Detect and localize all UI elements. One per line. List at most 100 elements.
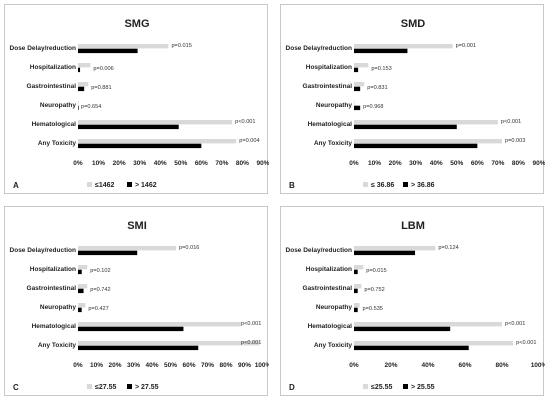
p-value-label: p=0.535 bbox=[363, 306, 383, 312]
bar-36-86-neuropathy bbox=[354, 101, 355, 106]
x-tick-label: 30% bbox=[133, 160, 146, 167]
chart-svg-smi: SMI Dose Delay/reduction p=0.016 Hospitaliz… bbox=[10, 220, 269, 392]
category-label-gastrointestinal: Gastrointestinal bbox=[27, 285, 77, 292]
category-label-hospitalization: Hospitalization bbox=[306, 64, 352, 71]
x-tick-label: 60% bbox=[195, 160, 208, 167]
p-value-label: p=0.015 bbox=[171, 43, 191, 49]
x-tick-label: 40% bbox=[145, 362, 158, 369]
p-value-label: p<0.001 bbox=[505, 321, 525, 327]
legend-label-high: > 27.55 bbox=[135, 384, 159, 391]
bar-1462-any-toxicity bbox=[78, 143, 202, 149]
p-value-label: p<0.001 bbox=[235, 119, 255, 125]
x-tick-label: 60% bbox=[458, 362, 471, 369]
bar-27-55-gastrointestinal bbox=[78, 288, 84, 294]
legend-label-high: > 36.86 bbox=[411, 182, 435, 189]
x-tick-label: 90% bbox=[238, 362, 251, 369]
bar-1462-hospitalization bbox=[78, 67, 81, 73]
x-tick-label: 20% bbox=[108, 362, 121, 369]
legend-label-high: > 25.55 bbox=[411, 384, 435, 391]
x-tick-label: 100% bbox=[255, 362, 269, 369]
x-tick-label: 70% bbox=[201, 362, 214, 369]
bar-36-86-dose-delay-reduction bbox=[354, 48, 408, 54]
bar-27-55-hematological bbox=[78, 326, 184, 332]
p-value-label: p=0.153 bbox=[371, 66, 391, 72]
bar-27-55-hospitalization bbox=[78, 269, 82, 275]
x-tick-label: 60% bbox=[471, 160, 484, 167]
panel-letter: A bbox=[13, 181, 19, 190]
x-tick-label: 50% bbox=[450, 160, 463, 167]
chart-title: SMD bbox=[401, 18, 426, 30]
panel-letter: C bbox=[13, 383, 19, 392]
chart-panel-lbm: LBM Dose Delay/reduction p=0.124 Hospitaliz… bbox=[280, 206, 545, 396]
x-tick-label: 40% bbox=[421, 362, 434, 369]
x-tick-label: 80% bbox=[512, 160, 525, 167]
bar-36-86-neuropathy bbox=[354, 105, 361, 111]
bar-36-86-gastrointestinal bbox=[354, 86, 361, 92]
bar-27-55-hospitalization bbox=[78, 265, 88, 270]
bar-25-55-neuropathy bbox=[354, 307, 358, 313]
p-value-label: p=0.881 bbox=[91, 85, 111, 91]
category-label-gastrointestinal: Gastrointestinal bbox=[303, 83, 353, 90]
x-tick-label: 0% bbox=[349, 362, 359, 369]
bar-36-86-dose-delay-reduction bbox=[354, 44, 453, 49]
bar-25-55-hematological bbox=[354, 322, 502, 327]
p-value-label: p=0.001 bbox=[456, 43, 476, 49]
bar-25-55-any-toxicity bbox=[354, 341, 514, 346]
category-label-hospitalization: Hospitalization bbox=[306, 266, 352, 273]
category-label-neuropathy: Neuropathy bbox=[316, 102, 353, 109]
p-value-label: p=0.831 bbox=[367, 85, 387, 91]
x-tick-label: 100% bbox=[531, 362, 545, 369]
p-value-label: p<0.001 bbox=[516, 340, 536, 346]
bar-25-55-any-toxicity bbox=[354, 345, 469, 351]
x-tick-label: 10% bbox=[90, 362, 103, 369]
bar-27-55-dose-delay-reduction bbox=[78, 250, 138, 256]
chart-panel-smg: SMG Dose Delay/reduction p=0.015 Hospitaliz… bbox=[4, 4, 269, 194]
bar-1462-gastrointestinal bbox=[78, 82, 89, 87]
category-label-neuropathy: Neuropathy bbox=[40, 304, 77, 311]
legend-label-low: ≤1462 bbox=[95, 182, 115, 189]
chart-svg-smg: SMG Dose Delay/reduction p=0.015 Hospitaliz… bbox=[10, 18, 269, 190]
category-label-hospitalization: Hospitalization bbox=[30, 266, 76, 273]
x-tick-label: 40% bbox=[154, 160, 167, 167]
x-tick-label: 90% bbox=[256, 160, 269, 167]
bar-1462-dose-delay-reduction bbox=[78, 44, 169, 49]
p-value-label: p=0.124 bbox=[438, 245, 458, 251]
x-tick-label: 90% bbox=[532, 160, 545, 167]
bar-1462-dose-delay-reduction bbox=[78, 48, 138, 54]
x-tick-label: 50% bbox=[164, 362, 177, 369]
bar-27-55-hematological bbox=[78, 322, 241, 327]
legend-swatch-high bbox=[403, 384, 408, 389]
p-value-label: p=0.102 bbox=[90, 268, 110, 274]
bar-1462-hospitalization bbox=[78, 63, 91, 68]
bar-1462-neuropathy bbox=[78, 105, 79, 111]
bar-25-55-dose-delay-reduction bbox=[354, 250, 416, 256]
x-tick-label: 70% bbox=[491, 160, 504, 167]
p-value-label: p=0.016 bbox=[179, 245, 199, 251]
legend-swatch-low bbox=[363, 182, 368, 187]
x-tick-label: 70% bbox=[215, 160, 228, 167]
p-value-label: p=0.427 bbox=[88, 306, 108, 312]
bar-25-55-hospitalization bbox=[354, 269, 358, 275]
legend-swatch-high bbox=[403, 182, 408, 187]
bar-27-55-any-toxicity bbox=[78, 341, 260, 346]
category-label-neuropathy: Neuropathy bbox=[316, 304, 353, 311]
bar-25-55-gastrointestinal bbox=[354, 284, 362, 289]
p-value-label: p=0.968 bbox=[363, 104, 383, 110]
category-label-any-toxicity: Any Toxicity bbox=[38, 342, 77, 349]
chart-title: SMI bbox=[127, 220, 147, 232]
legend-swatch-low bbox=[87, 384, 92, 389]
category-label-gastrointestinal: Gastrointestinal bbox=[27, 83, 77, 90]
category-label-hematological: Hematological bbox=[32, 121, 77, 128]
p-value-label: p=0.004 bbox=[239, 138, 259, 144]
legend-swatch-low bbox=[87, 182, 92, 187]
x-tick-label: 0% bbox=[73, 362, 83, 369]
bar-27-55-gastrointestinal bbox=[78, 284, 88, 289]
chart-panel-smi: SMI Dose Delay/reduction p=0.016 Hospitaliz… bbox=[4, 206, 269, 396]
bar-36-86-gastrointestinal bbox=[354, 82, 365, 87]
x-tick-label: 80% bbox=[236, 160, 249, 167]
bar-1462-hematological bbox=[78, 120, 233, 125]
category-label-dose-delay-reduction: Dose Delay/reduction bbox=[10, 45, 76, 52]
p-value-label: p=0.015 bbox=[366, 268, 386, 274]
category-label-any-toxicity: Any Toxicity bbox=[314, 140, 353, 147]
p-value-label: p<0.001 bbox=[241, 321, 261, 327]
